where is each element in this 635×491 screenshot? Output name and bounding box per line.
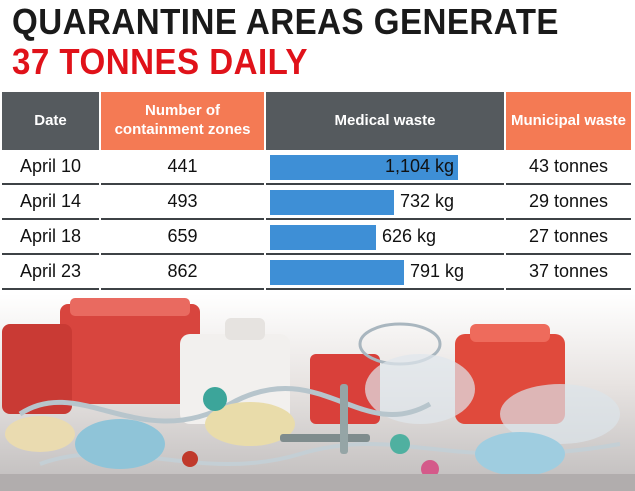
cell-date: April 14 xyxy=(2,185,99,220)
medical-bar xyxy=(270,225,376,250)
medical-label: 626 kg xyxy=(382,226,437,246)
cell-municipal: 37 tonnes xyxy=(506,255,631,290)
header-zones: Number of containment zones xyxy=(101,92,264,150)
headline-line1: QUARANTINE AREAS GENERATE xyxy=(12,1,559,42)
header-municipal: Municipal waste xyxy=(506,92,631,150)
medical-waste-photo xyxy=(0,294,635,491)
cell-date: April 23 xyxy=(2,255,99,290)
header-medical: Medical waste xyxy=(266,92,504,150)
medical-bar xyxy=(270,260,404,285)
cell-medical: 791 kg xyxy=(266,255,504,290)
cell-municipal: 43 tonnes xyxy=(506,150,631,185)
headline-line2: 37 TONNES DAILY xyxy=(12,41,308,82)
table-row: April 18 659 626 kg 27 tonnes xyxy=(2,220,631,255)
cell-zones: 493 xyxy=(101,185,264,220)
cell-zones: 862 xyxy=(101,255,264,290)
cell-zones: 441 xyxy=(101,150,264,185)
medical-label: 732 kg xyxy=(400,191,455,211)
cell-medical: 732 kg xyxy=(266,185,504,220)
headline: QUARANTINE AREAS GENERATE 37 TONNES DAIL… xyxy=(12,4,607,80)
cell-date: April 10 xyxy=(2,150,99,185)
cell-date: April 18 xyxy=(2,220,99,255)
cell-zones: 659 xyxy=(101,220,264,255)
table-row: April 23 862 791 kg 37 tonnes xyxy=(2,255,631,290)
table-header: Date Number of containment zones Medical… xyxy=(2,92,631,150)
table-row: April 10 441 1,104 kg 43 tonnes xyxy=(2,150,631,185)
medical-bar xyxy=(270,190,394,215)
medical-label: 1,104 kg xyxy=(384,156,454,176)
cell-municipal: 27 tonnes xyxy=(506,220,631,255)
data-table: Date Number of containment zones Medical… xyxy=(2,92,631,290)
medical-label: 791 kg xyxy=(410,261,465,281)
table-row: April 14 493 732 kg 29 tonnes xyxy=(2,185,631,220)
cell-municipal: 29 tonnes xyxy=(506,185,631,220)
cell-medical: 626 kg xyxy=(266,220,504,255)
medical-bar xyxy=(270,155,458,180)
cell-medical: 1,104 kg xyxy=(266,150,504,185)
header-date: Date xyxy=(2,92,99,150)
